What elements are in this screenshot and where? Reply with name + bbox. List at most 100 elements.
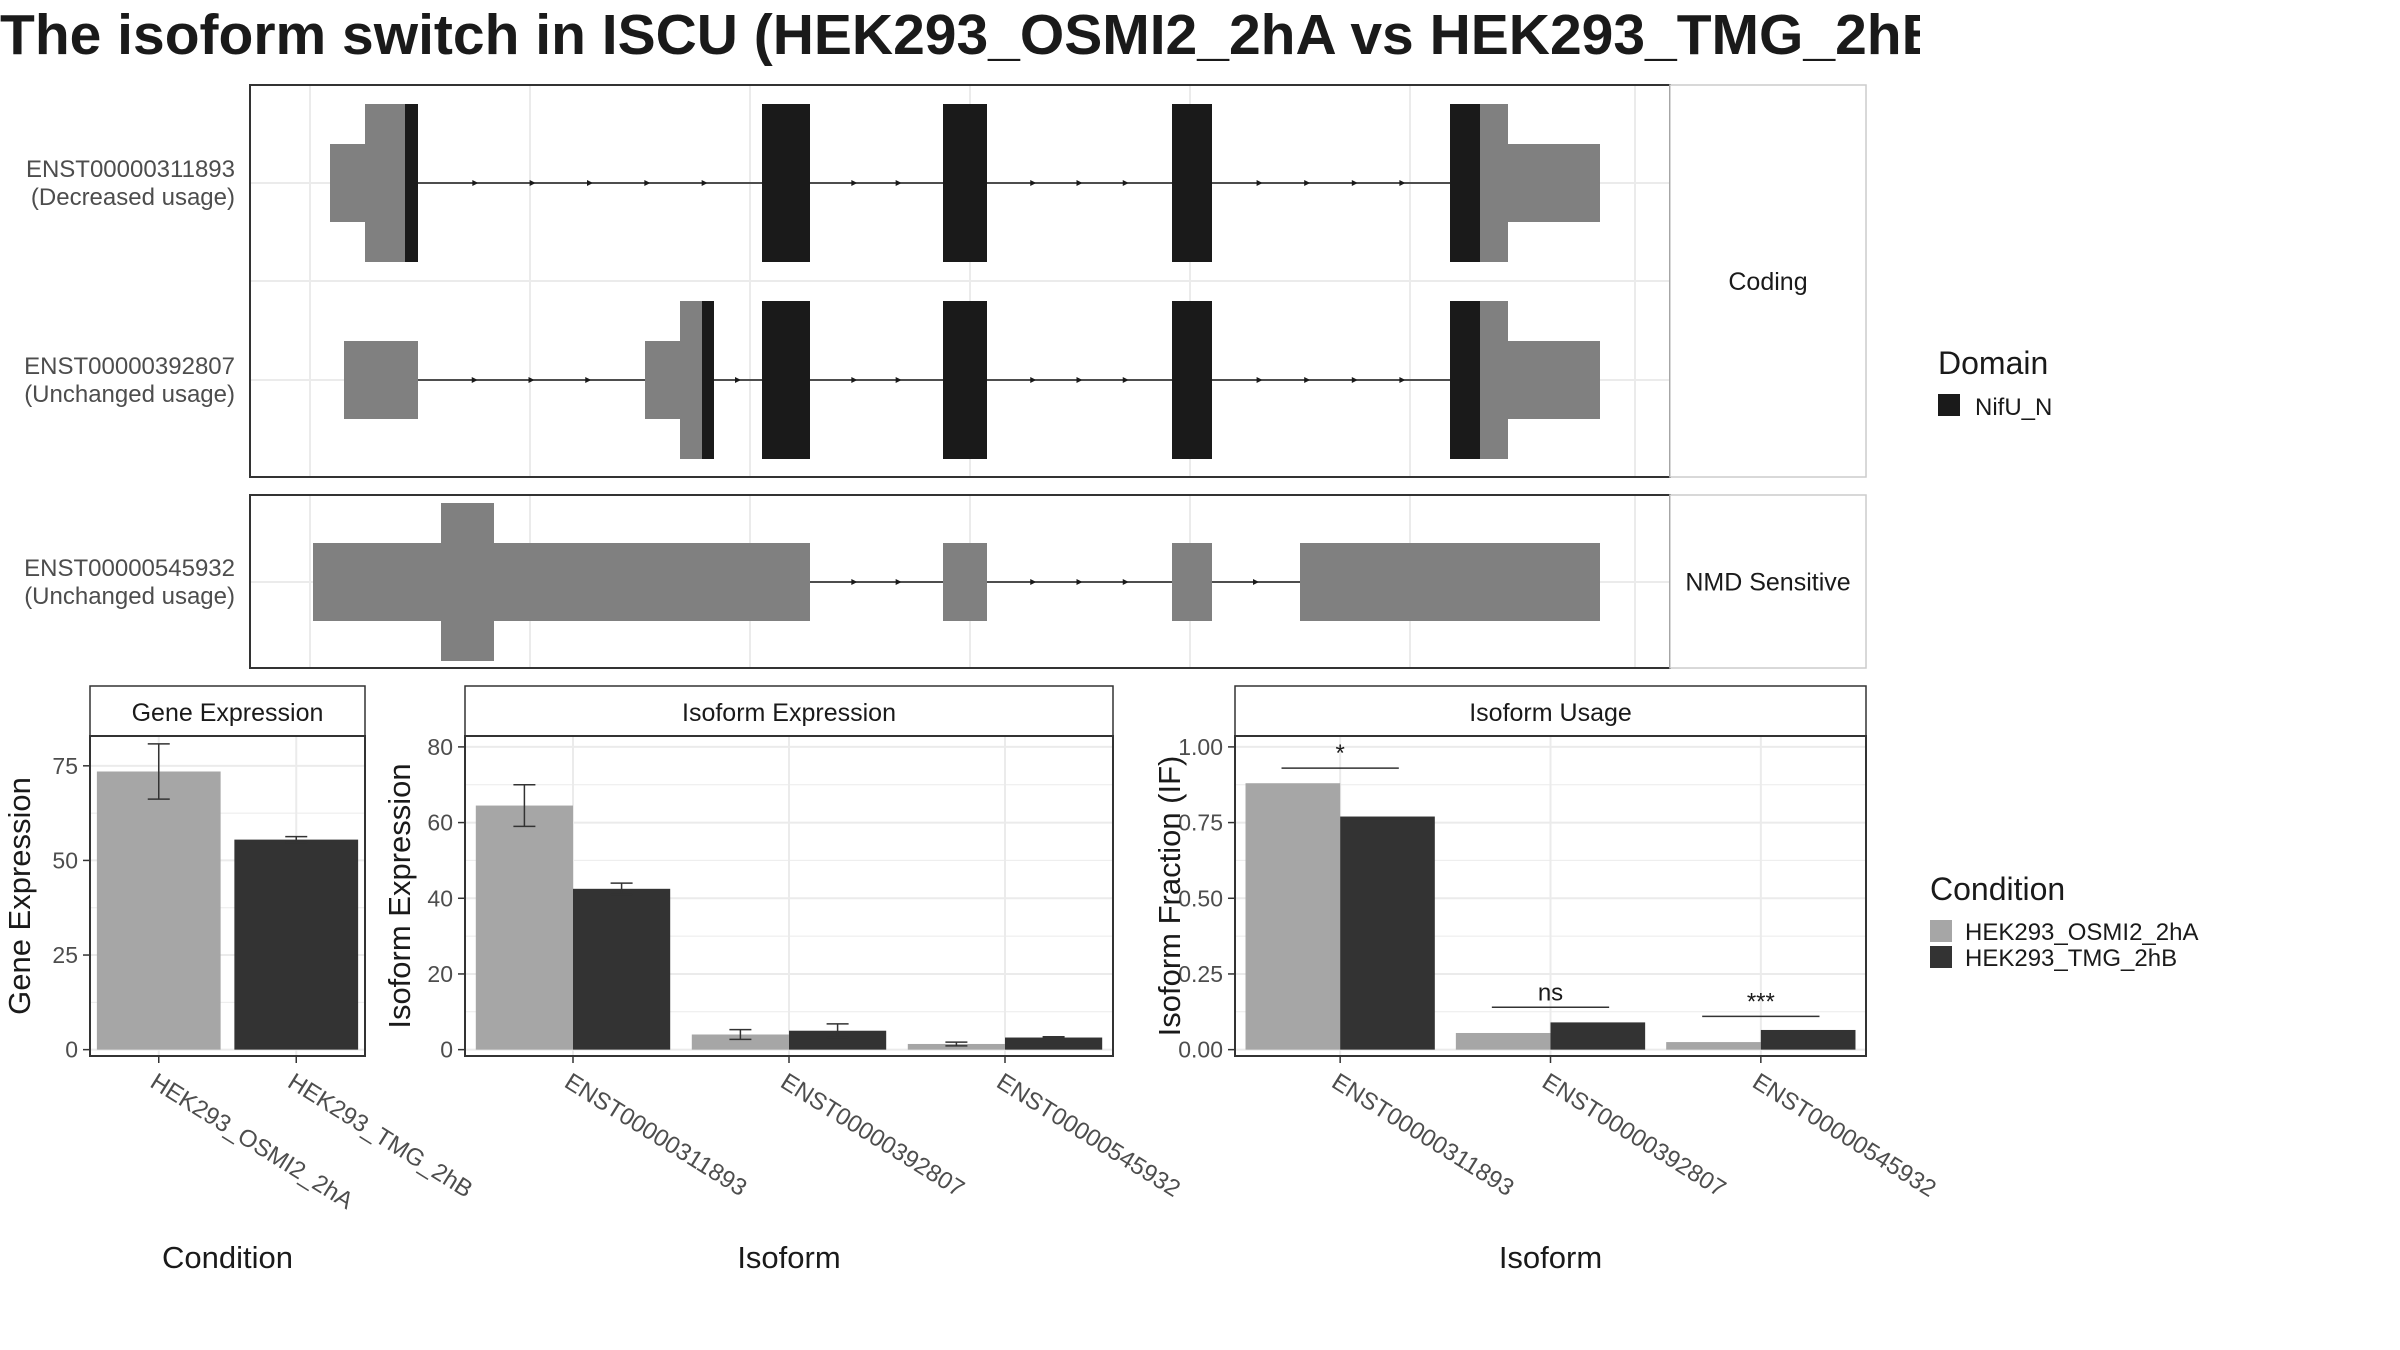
nifu-domain-exon (1450, 104, 1480, 262)
y-axis-title: Gene Expression (2, 777, 37, 1015)
y-tick-label: 0 (65, 1037, 78, 1063)
x-axis-title: Isoform (1499, 1240, 1602, 1275)
y-tick-label: 0 (440, 1037, 453, 1063)
chart-panel-title: Isoform Expression (682, 699, 896, 727)
facet-label: Coding (1728, 268, 1807, 296)
nifu-domain-exon (943, 301, 987, 459)
bar-HEK293_OSMI2_2hA (1666, 1042, 1761, 1050)
facet-strip (1669, 84, 1867, 478)
facet-label: NMD Sensitive (1685, 569, 1850, 597)
transcript-id-label: ENST00000545932 (24, 555, 235, 582)
y-tick-label: 50 (52, 847, 78, 873)
chart-title: The isoform switch in ISCU (HEK293_OSMI2… (0, 3, 1920, 67)
nifu-domain-exon (405, 104, 418, 262)
facet-strip (1234, 685, 1867, 737)
intron-arrow (1304, 377, 1311, 383)
intron-arrow (471, 377, 478, 383)
intron-arrow (529, 180, 536, 186)
condition-legend-label: HEK293_TMG_2hB (1965, 945, 2177, 972)
domain-legend-label: NifU_N (1975, 394, 2052, 421)
y-tick-label: 1.00 (1178, 734, 1223, 760)
transcript-usage-label: (Decreased usage) (31, 184, 235, 211)
x-tick-label: ENST00000545932 (1748, 1068, 1941, 1203)
y-tick-label: 20 (427, 961, 453, 987)
intron-arrow (895, 579, 902, 585)
intron-arrow (1030, 579, 1037, 585)
utr-exon (344, 341, 418, 419)
intron-arrow (851, 377, 858, 383)
intron-arrow (1076, 377, 1083, 383)
nifu-domain-exon (702, 301, 714, 459)
x-tick-label: ENST00000311893 (560, 1068, 752, 1202)
intron-arrow (735, 377, 741, 383)
facet-strip (89, 685, 366, 737)
significance-label: *** (1747, 988, 1775, 1015)
nifu-domain-exon (1450, 301, 1480, 459)
intron-arrow (585, 377, 592, 383)
domain-legend-key (1938, 394, 1960, 416)
bar-HEK293_TMG_2hB (1550, 1022, 1646, 1050)
y-tick-label: 80 (427, 734, 453, 760)
facet-strip (1669, 494, 1867, 669)
intron-arrow (701, 180, 708, 186)
bar-HEK293_TMG_2hB (1340, 816, 1435, 1050)
bar-HEK293_TMG_2hB (789, 1030, 887, 1050)
intron-arrow (1253, 579, 1259, 585)
y-tick-label: 40 (427, 885, 453, 911)
intron-arrow (1122, 180, 1129, 186)
condition-legend-label: HEK293_OSMI2_2hA (1965, 919, 2198, 946)
utr-exon (645, 341, 680, 419)
x-axis-title: Isoform (737, 1240, 840, 1275)
domain-legend-title: Domain (1938, 345, 2048, 381)
transcript-usage-label: (Unchanged usage) (24, 583, 235, 610)
x-tick-label: ENST00000392807 (776, 1068, 969, 1203)
bar-HEK293_TMG_2hB (234, 839, 359, 1050)
y-axis-title: Isoform Expression (382, 763, 417, 1028)
nifu-domain-exon (1172, 104, 1212, 262)
utr-exon (943, 543, 987, 621)
intron-arrow (1351, 377, 1358, 383)
transcript-id-label: ENST00000311893 (26, 156, 235, 183)
significance-label: ns (1538, 979, 1563, 1006)
y-tick-label: 75 (52, 753, 78, 779)
y-tick-label: 0.25 (1178, 961, 1223, 987)
bar-HEK293_TMG_2hB (573, 888, 671, 1050)
condition-legend-key (1930, 920, 1952, 942)
nifu-domain-exon (943, 104, 987, 262)
x-tick-label: ENST00000392807 (1537, 1068, 1730, 1203)
intron-arrow (851, 180, 858, 186)
nifu-domain-exon (762, 104, 810, 262)
intron-arrow (472, 180, 479, 186)
significance-label: * (1335, 740, 1344, 767)
intron-arrow (895, 180, 902, 186)
bar-HEK293_OSMI2_2hA (1245, 783, 1341, 1050)
y-tick-label: 0.00 (1178, 1037, 1223, 1063)
utr-exon (1300, 543, 1600, 621)
intron-arrow (1399, 180, 1406, 186)
intron-arrow (1304, 180, 1311, 186)
bar-HEK293_TMG_2hB (1005, 1037, 1103, 1050)
bar-HEK293_OSMI2_2hA (475, 805, 573, 1050)
transcript-id-label: ENST00000392807 (24, 353, 235, 380)
bar-HEK293_OSMI2_2hA (96, 771, 221, 1050)
y-tick-label: 25 (52, 942, 78, 968)
y-axis-title: Isoform Fraction (IF) (1152, 756, 1187, 1037)
nifu-domain-exon (1172, 301, 1212, 459)
intron-arrow (1076, 579, 1083, 585)
intron-arrow (644, 180, 651, 186)
intron-arrow (1399, 377, 1406, 383)
y-tick-label: 0.75 (1178, 810, 1223, 836)
bar-HEK293_OSMI2_2hA (691, 1034, 789, 1050)
intron-arrow (895, 377, 902, 383)
intron-arrow (1030, 180, 1037, 186)
condition-legend-key (1930, 946, 1952, 968)
intron-arrow (1256, 377, 1263, 383)
condition-legend-title: Condition (1930, 871, 2065, 907)
intron-arrow (851, 579, 858, 585)
utr-exon (1172, 543, 1212, 621)
x-tick-label: ENST00000311893 (1327, 1068, 1519, 1202)
x-axis-title: Condition (162, 1240, 293, 1275)
intron-arrow (1351, 180, 1358, 186)
intron-arrow (528, 377, 535, 383)
